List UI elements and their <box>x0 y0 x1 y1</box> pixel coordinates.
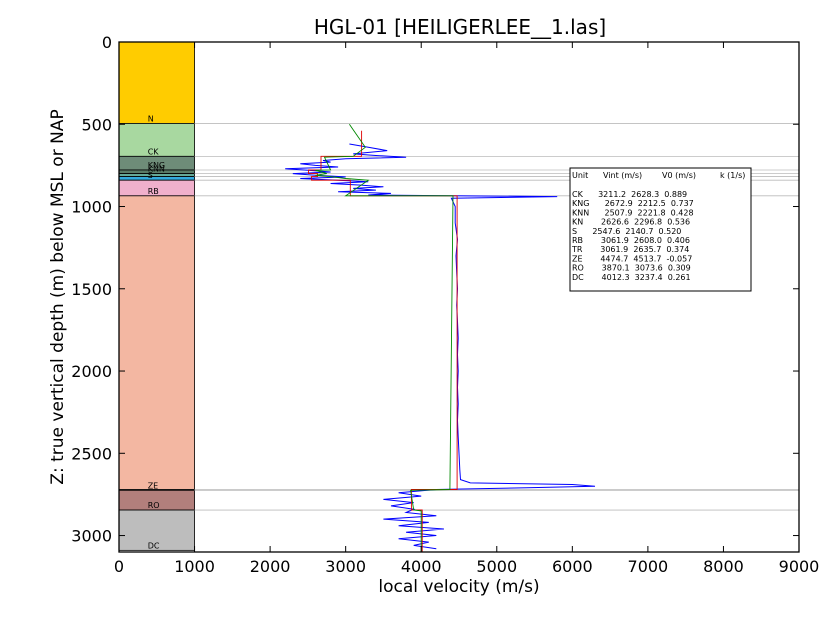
layer-label-knn: KNN <box>148 165 165 174</box>
layer-label-dc: DC <box>148 541 160 550</box>
y-tick-label-0: 0 <box>102 33 112 52</box>
y-axis-ticks: 0 500 1000 1500 2000 2500 3000 <box>71 33 799 546</box>
x-tick-label-9: 9000 <box>779 557 820 576</box>
x-tick-label-7: 7000 <box>628 557 669 576</box>
table-row: CK 3211.2 2628.3 0.889 <box>572 190 687 199</box>
y-tick-label-1: 500 <box>81 115 112 134</box>
layer-ck <box>118 123 195 157</box>
x-tick-label-1: 1000 <box>174 557 215 576</box>
y-tick-label-6: 3000 <box>71 527 112 546</box>
x-tick-label-3: 3000 <box>325 557 366 576</box>
x-tick-label-0: 0 <box>114 557 124 576</box>
table-row: DC 4012.3 3237.4 0.261 <box>572 273 691 282</box>
layer-column <box>118 41 195 551</box>
layer-kn <box>118 173 195 177</box>
y-tick-label-3: 1500 <box>71 280 112 299</box>
table-row: RO 3870.1 3073.6 0.309 <box>572 264 691 273</box>
series-local-velocity-log <box>285 143 596 550</box>
x-axis-ticks: 0 1000 2000 3000 4000 5000 6000 7000 8000 9000 <box>114 42 819 576</box>
x-tick-label-6: 6000 <box>552 557 593 576</box>
table-row: S 2547.6 2140.7 0.520 <box>572 227 681 236</box>
table-header-k: k (1/s) <box>720 171 745 180</box>
table-header-unit: Unit <box>572 171 588 180</box>
table-row: KNG 2672.9 2212.5 0.737 <box>572 199 694 208</box>
y-tick-label-5: 2500 <box>71 444 112 463</box>
x-tick-label-4: 4000 <box>401 557 442 576</box>
table-row: RB 3061.9 2608.0 0.406 <box>572 236 690 245</box>
table-row: ZE 4474.7 4513.7 -0.057 <box>572 254 692 263</box>
layer-label-ze: ZE <box>148 481 159 490</box>
y-tick-label-4: 2000 <box>71 362 112 381</box>
layer-tr <box>118 195 195 490</box>
table-row: KNN 2507.9 2221.8 0.428 <box>572 208 694 217</box>
layer-label-s: S <box>148 171 153 180</box>
velocity-table: Unit Vint (m/s) V0 (m/s) k (1/s) CK 3211… <box>569 167 752 292</box>
x-axis-label: local velocity (m/s) <box>378 577 539 597</box>
layer-label-n: N <box>148 114 154 123</box>
layer-n <box>118 41 195 124</box>
chart-title: HGL-01 [HEILIGERLEE__1.las] <box>314 15 606 39</box>
plot-frame <box>118 41 800 553</box>
y-axis-label: Z: true vertical depth (m) below MSL or … <box>48 109 68 484</box>
x-tick-label-8: 8000 <box>703 557 744 576</box>
series-v0 <box>315 124 454 552</box>
layer-label-rb: RB <box>148 187 159 196</box>
table-box <box>569 167 752 292</box>
x-tick-label-5: 5000 <box>476 557 517 576</box>
layer-label-ck: CK <box>148 147 160 156</box>
x-tick-label-2: 2000 <box>250 557 291 576</box>
table-row: TR 3061.9 2635.7 0.374 <box>571 245 689 254</box>
series-group <box>285 124 596 552</box>
table-row: KN 2626.6 2296.8 0.536 <box>572 218 690 227</box>
table-header-v0: V0 (m/s) <box>662 171 696 180</box>
table-header-vint: Vint (m/s) <box>603 171 642 180</box>
layer-label-ro: RO <box>148 501 160 510</box>
layer-dc <box>118 509 195 551</box>
y-tick-label-2: 1000 <box>71 198 112 217</box>
layer-s <box>118 176 195 181</box>
layer-label-kng: KNG <box>148 161 165 170</box>
